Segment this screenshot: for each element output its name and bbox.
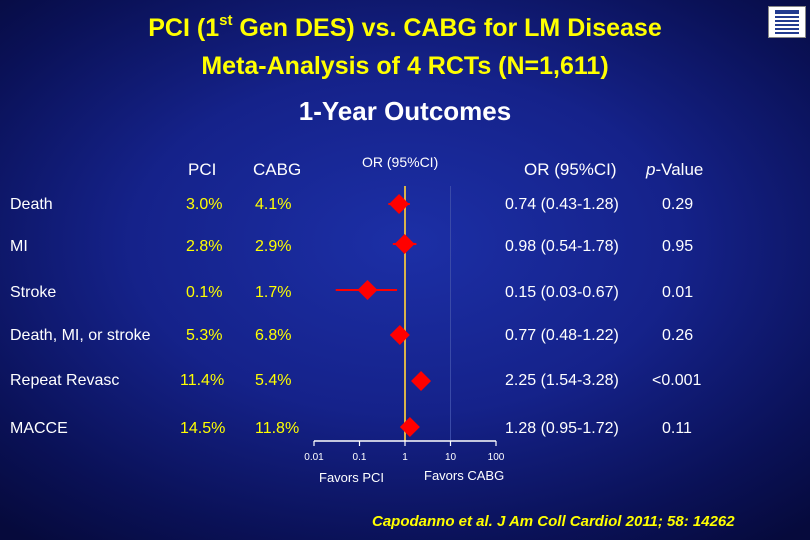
row-cabg-value: 2.9% (255, 238, 292, 255)
or-point-marker (357, 280, 378, 300)
row-p-value: <0.001 (652, 372, 702, 389)
favors-cabg-label: Favors CABG (424, 468, 505, 483)
header-p-value: p-Value (646, 160, 704, 179)
subtitle: 1-Year Outcomes (298, 96, 512, 126)
citation: Capodanno et al. J Am Coll Cardiol 2011;… (372, 513, 735, 530)
row-pci-value: 14.5% (180, 420, 226, 437)
row-or-text: 0.15 (0.03-0.67) (505, 284, 619, 301)
row-p-value: 0.01 (662, 284, 694, 301)
row-p-value: 0.29 (662, 196, 694, 213)
row-outcome-label: Death, MI, or stroke (10, 327, 151, 344)
row-outcome-label: Stroke (10, 284, 57, 301)
row-pci-value: 0.1% (186, 284, 223, 301)
x-tick-label: 1 (402, 452, 408, 463)
or-point-marker (389, 194, 410, 214)
header-pci: PCI (188, 160, 217, 179)
or-point-marker (394, 234, 415, 254)
row-p-value: 0.26 (662, 327, 694, 344)
or-point-marker (389, 325, 410, 345)
x-tick-label: 0.01 (304, 452, 324, 463)
header-or-plot: OR (95%CI) (362, 154, 439, 170)
x-tick-label: 0.1 (353, 452, 367, 463)
row-outcome-label: MACCE (10, 420, 68, 437)
row-p-value: 0.11 (662, 420, 692, 437)
header-or-text: OR (95%CI) (524, 160, 617, 179)
row-outcome-label: Death (10, 196, 53, 213)
row-cabg-value: 6.8% (255, 327, 292, 344)
header-cabg: CABG (253, 160, 302, 179)
title-line-1: PCI (1st Gen DES) vs. CABG for LM Diseas… (148, 12, 662, 42)
row-pci-value: 3.0% (186, 196, 223, 213)
title-line-2: Meta-Analysis of 4 RCTs (N=1,611) (201, 52, 609, 80)
row-or-text: 0.77 (0.48-1.22) (505, 327, 619, 344)
row-or-text: 1.28 (0.95-1.72) (505, 420, 619, 437)
row-or-text: 0.98 (0.54-1.78) (505, 238, 619, 255)
or-point-marker (399, 417, 420, 437)
row-cabg-value: 11.8% (255, 420, 300, 437)
row-pci-value: 2.8% (186, 238, 223, 255)
or-point-marker (411, 371, 432, 391)
x-tick-label: 100 (488, 452, 505, 463)
row-cabg-value: 1.7% (255, 284, 292, 301)
row-pci-value: 11.4% (180, 372, 225, 389)
row-p-value: 0.95 (662, 238, 694, 255)
row-cabg-value: 5.4% (255, 372, 292, 389)
row-or-text: 0.74 (0.43-1.28) (505, 196, 619, 213)
row-cabg-value: 4.1% (255, 196, 292, 213)
row-pci-value: 5.3% (186, 327, 223, 344)
row-outcome-label: Repeat Revasc (10, 372, 120, 389)
row-or-text: 2.25 (1.54-3.28) (505, 372, 619, 389)
x-tick-label: 10 (445, 452, 457, 463)
row-outcome-label: MI (10, 238, 28, 255)
institution-logo (768, 6, 806, 38)
favors-pci-label: Favors PCI (319, 470, 385, 485)
